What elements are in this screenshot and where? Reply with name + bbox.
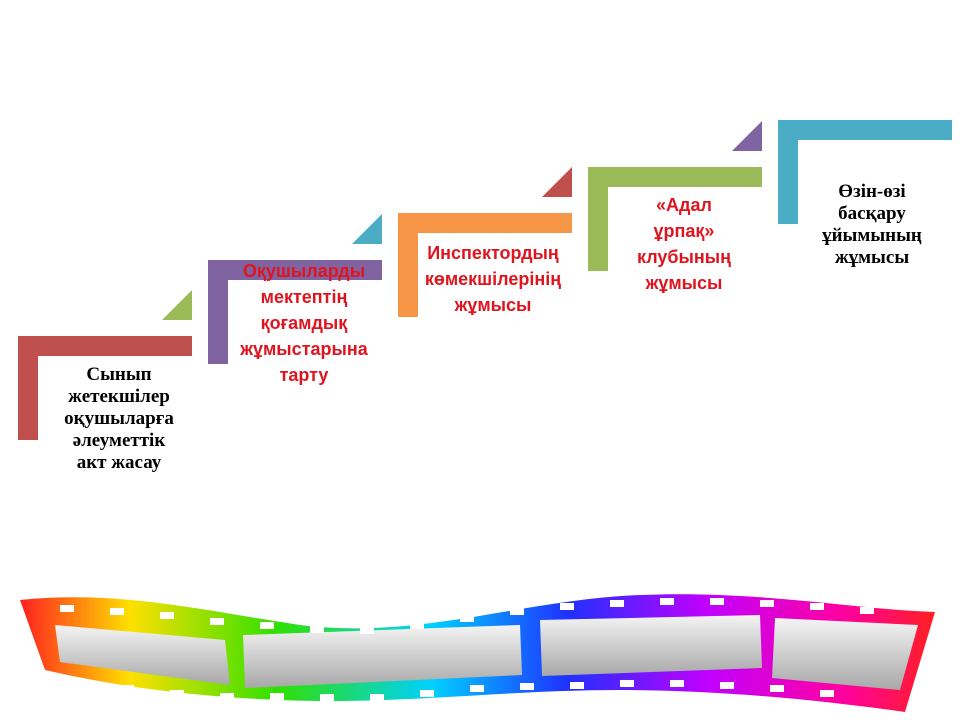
bracket-top xyxy=(588,167,762,187)
label-line: әлеуметтік xyxy=(72,430,166,451)
label-line: қоғамдық xyxy=(260,313,348,333)
step-label: Оқушыларды мектептің қоғамдық жұмыстарына та… xyxy=(222,258,386,388)
label-line: Оқушыларды xyxy=(242,261,366,281)
label-line: жұмысы xyxy=(834,247,910,268)
label-line: көмекшілерінің xyxy=(424,269,562,289)
bracket-top xyxy=(398,213,572,233)
label-line: жұмыстарына xyxy=(240,339,368,359)
bracket-side xyxy=(208,260,228,364)
step-label: Өзін-өзі басқару ұйымының жұмысы xyxy=(800,181,944,269)
label-line: Өзін-өзі xyxy=(838,181,906,202)
bracket-side xyxy=(588,167,608,271)
label-line: акт жасау xyxy=(76,452,162,473)
bracket-top xyxy=(778,120,952,140)
step-label: «Адал ұрпақ» клубының жұмысы xyxy=(610,192,758,296)
bracket-top xyxy=(18,336,192,356)
label-line: жетекшілер xyxy=(68,386,170,407)
bracket-side xyxy=(778,120,798,224)
bracket-side xyxy=(398,213,418,317)
label-line: басқару xyxy=(838,203,906,224)
label-line: Инспектордың xyxy=(427,243,559,263)
label-line: ұйымының xyxy=(822,225,922,246)
label-line: «Адал xyxy=(656,195,712,215)
step-label: Инспектордың көмекшілерінің жұмысы xyxy=(404,240,582,318)
label-line: жұмысы xyxy=(645,273,723,293)
label-line: оқушыларға xyxy=(64,408,174,429)
step-label: Сынып жетекшілер оқушыларға әлеуметтік акт ж… xyxy=(48,364,190,474)
label-line: ұрпақ» xyxy=(653,221,715,241)
label-line: мектептің xyxy=(260,287,348,307)
label-line: жұмысы xyxy=(454,295,532,315)
label-line: Сынып xyxy=(86,364,152,385)
bracket-side xyxy=(18,336,38,440)
label-line: клубының xyxy=(636,247,732,267)
bracket-top xyxy=(208,260,382,280)
label-line: тарту xyxy=(279,365,329,385)
